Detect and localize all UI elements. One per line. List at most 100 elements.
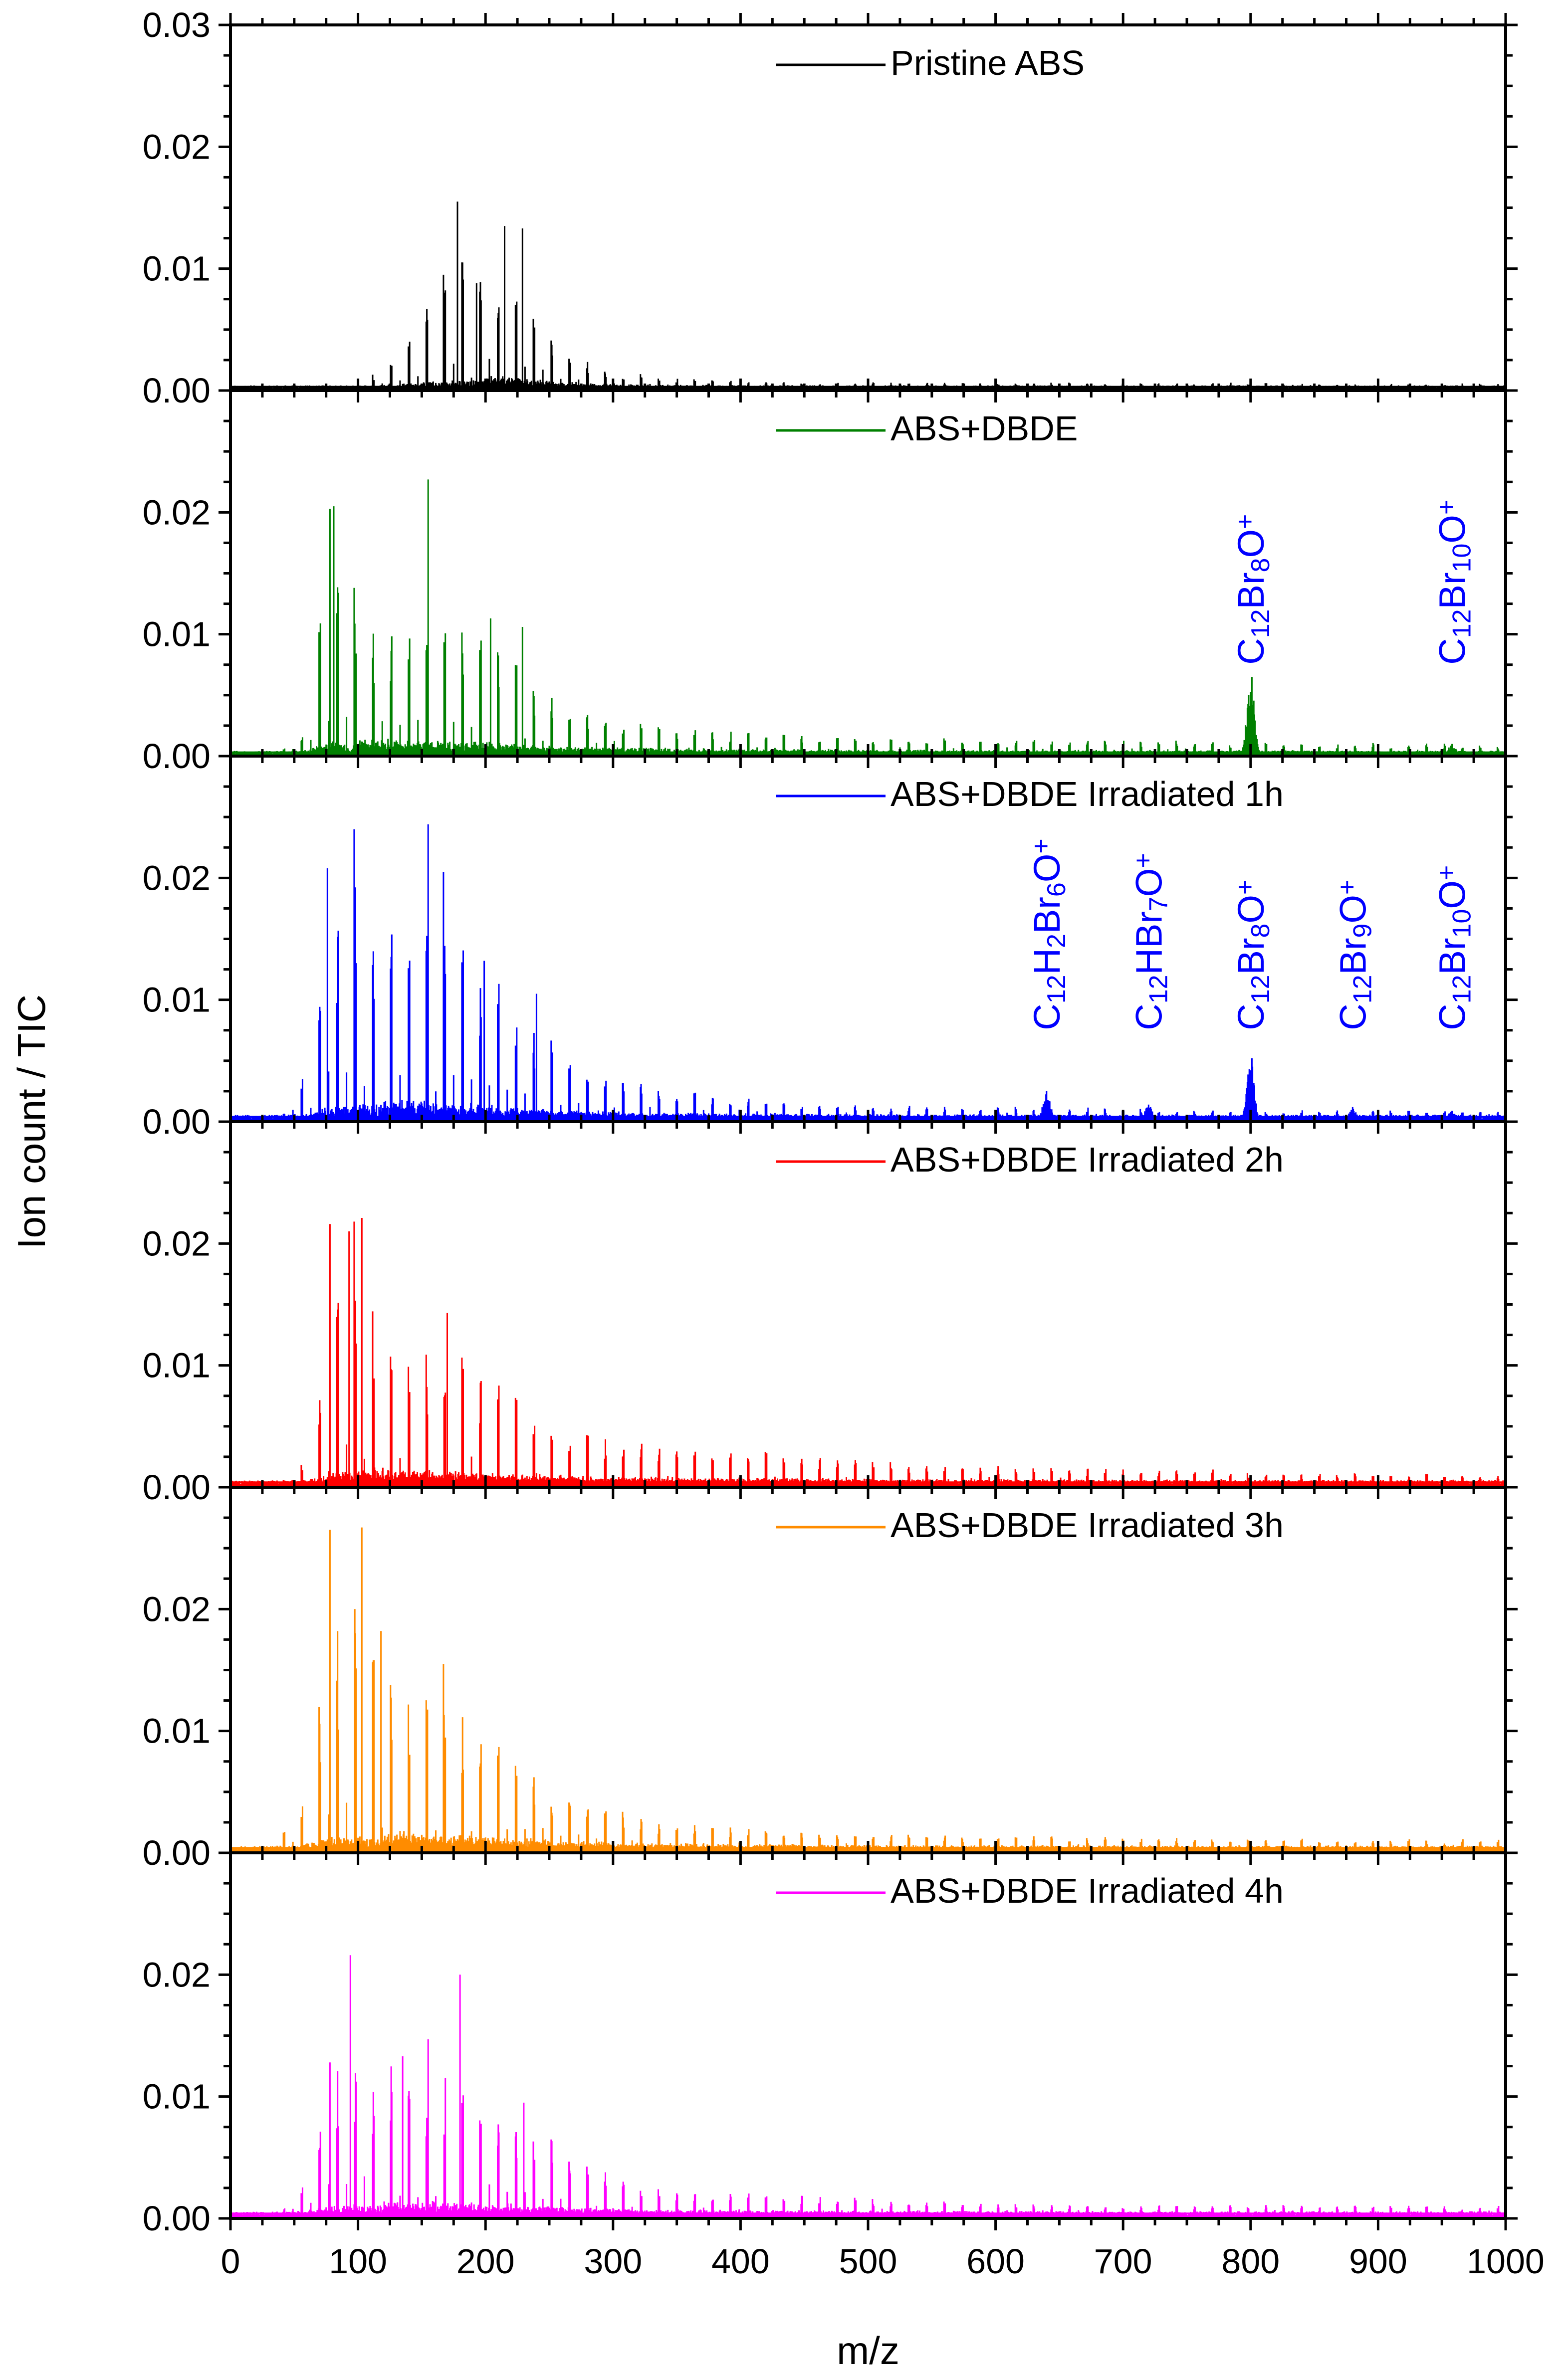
series-line [229, 201, 1507, 392]
ion-label-part: 12 [1348, 975, 1377, 1003]
x-tick-label: 400 [711, 2242, 770, 2281]
panel-frame [229, 389, 1507, 758]
series-line [229, 1218, 1507, 1488]
legend-label: ABS+DBDE Irradiated 1h [891, 775, 1284, 813]
panel-frame [229, 1120, 1507, 1489]
ion-label-part: + [1333, 880, 1362, 895]
x-tick-label: 100 [329, 2242, 387, 2281]
ion-label-part: 12 [1042, 975, 1071, 1003]
y-tick-label: 0.00 [143, 1833, 211, 1872]
panel-frame [229, 1851, 1507, 2220]
panel-frame [229, 755, 1507, 1123]
ion-label-part: Br [1026, 897, 1068, 934]
panel-5: 0.00 0.01 0.02 ABS+DBDE Irradiated 3h [143, 1475, 1518, 1872]
ion-label-part: + [1432, 500, 1461, 515]
ion-label-part: 12 [1246, 975, 1275, 1003]
ion-label-part: HBr [1128, 911, 1169, 975]
legend-label: Pristine ABS [891, 43, 1085, 82]
legend-label: ABS+DBDE Irradiated 2h [891, 1140, 1284, 1179]
ion-label-part: H [1026, 948, 1068, 975]
panel-6: 0.00 0.01 0.02 ABS+DBDE Irradiated 4h [143, 1841, 1518, 2238]
ion-label-part: Br [1230, 938, 1272, 975]
y-tick-label: 0.00 [143, 2199, 211, 2238]
ion-label-part: O [1230, 529, 1272, 558]
ion-label-part: C [1128, 1003, 1169, 1030]
ion-label-part: Br [1432, 572, 1473, 609]
y-tick-label: 0.01 [143, 615, 211, 654]
series-line [229, 1527, 1507, 1854]
ion-label-part: O [1432, 880, 1473, 909]
y-tick-label: 0.01 [143, 1712, 211, 1751]
legend-label: ABS+DBDE [891, 409, 1078, 448]
x-tick-label: 700 [1094, 2242, 1152, 2281]
ion-label-part: 12 [1144, 975, 1173, 1003]
x-tick-label: 500 [839, 2242, 897, 2281]
ion-label-part: + [1129, 853, 1158, 868]
ion-label: C12H2Br6O+ [1026, 838, 1071, 1030]
y-tick-label: 0.00 [143, 371, 211, 410]
ion-label-part: O [1230, 895, 1272, 924]
ion-label-part: O [1026, 854, 1068, 883]
ion-label-part: Br [1432, 938, 1473, 975]
panel-1: 0.00 0.01 0.02 0.03 Pristine ABS [143, 5, 1518, 410]
ion-label-part: 2 [1042, 934, 1071, 948]
ion-label-part: 6 [1042, 882, 1071, 897]
ion-label-part: Br [1332, 938, 1373, 975]
series-line [229, 1955, 1507, 2219]
y-tick-label: 0.02 [143, 1224, 211, 1263]
series-line [229, 479, 1507, 757]
y-tick-label: 0.02 [143, 858, 211, 897]
y-axis-title: Ion count / TIC [9, 994, 53, 1249]
ion-label-part: + [1231, 880, 1260, 895]
ion-label-part: Br [1230, 572, 1272, 609]
legend-label: ABS+DBDE Irradiated 3h [891, 1506, 1284, 1545]
x-tick-label: 600 [966, 2242, 1025, 2281]
ion-label-part: C [1230, 1003, 1272, 1030]
panel-4: 0.00 0.01 0.02 ABS+DBDE Irradiated 2h [143, 1110, 1518, 1507]
y-tick-label: 0.00 [143, 737, 211, 776]
ion-label-part: C [1332, 1003, 1373, 1030]
series-line [229, 824, 1507, 1123]
x-tick-label: 0 [221, 2242, 240, 2281]
x-tick-label: 200 [456, 2242, 515, 2281]
ion-label-part: 7 [1144, 897, 1173, 911]
ion-label-part: + [1432, 865, 1461, 880]
y-tick-label: 0.03 [143, 5, 211, 44]
y-tick-label: 0.02 [143, 1955, 211, 1994]
ion-label-part: O [1332, 895, 1373, 924]
y-tick-label: 0.00 [143, 1468, 211, 1507]
ion-label: C12Br10O+ [1432, 500, 1477, 665]
y-tick-label: 0.01 [143, 1346, 211, 1385]
legend-label: ABS+DBDE Irradiated 4h [891, 1871, 1284, 1910]
ion-label-part: 8 [1246, 924, 1275, 938]
x-tick-label: 800 [1221, 2242, 1280, 2281]
ion-label-part: + [1231, 514, 1260, 529]
ion-label-part: O [1432, 515, 1473, 544]
y-tick-label: 0.01 [143, 249, 211, 288]
y-tick-label: 0.02 [143, 1589, 211, 1628]
x-tick-label: 900 [1349, 2242, 1407, 2281]
x-tick-label: 300 [584, 2242, 642, 2281]
ion-label-part: C [1230, 638, 1272, 664]
ion-label-part: O [1128, 868, 1169, 897]
ion-label-part: 10 [1448, 544, 1477, 573]
ion-label: C12Br10O+ [1432, 865, 1477, 1030]
ion-label-part: C [1026, 1003, 1068, 1030]
y-tick-label: 0.00 [143, 1102, 211, 1141]
x-axis-title: m/z [837, 2329, 899, 2373]
x-tick-label: 1000 [1467, 2242, 1545, 2281]
y-tick-label: 0.01 [143, 981, 211, 1019]
y-tick-label: 0.02 [143, 493, 211, 532]
ion-label-part: 10 [1448, 909, 1477, 938]
ion-label-part: + [1027, 838, 1056, 853]
y-tick-label: 0.01 [143, 2077, 211, 2116]
ion-label-part: C [1432, 1003, 1473, 1030]
ion-label: C12Br9O+ [1332, 880, 1377, 1030]
ion-label-part: 12 [1448, 609, 1477, 638]
ion-label: C12HBr7O+ [1128, 853, 1173, 1030]
ion-label-part: 12 [1448, 975, 1477, 1003]
ion-label-part: 9 [1348, 924, 1377, 938]
